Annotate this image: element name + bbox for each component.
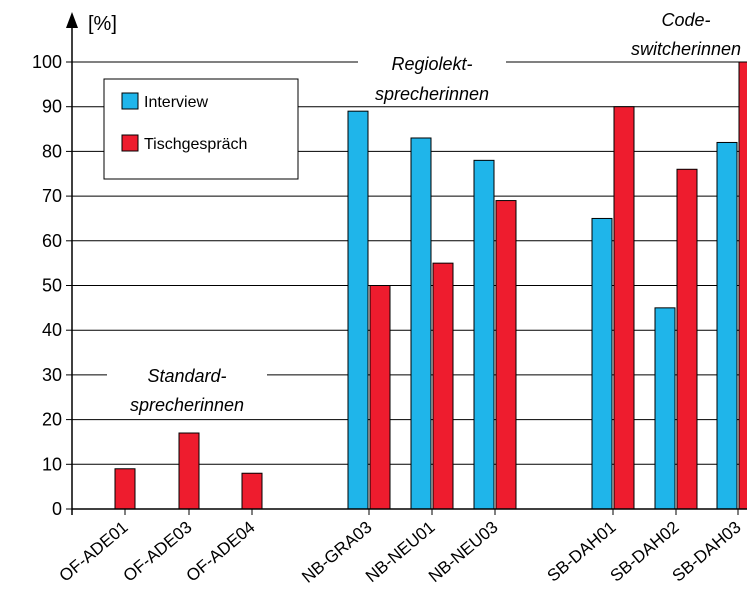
- bar-tischgesprch-NB-GRA03: [369, 285, 391, 510]
- group-label-line2: sprecherinnen: [130, 395, 244, 415]
- bar-interview-SB-DAH02: [654, 307, 676, 510]
- y-tick-label: 10: [42, 454, 62, 474]
- group-label-bg: [107, 362, 267, 416]
- y-tick-label: 60: [42, 231, 62, 251]
- y-tick-label: 40: [42, 320, 62, 340]
- legend-swatch-tischgespraech: [121, 134, 139, 152]
- x-tick-label: SB-DAH01: [544, 518, 620, 586]
- group-label-line1: Regiolekt-: [391, 54, 472, 74]
- y-tick-label: 0: [52, 499, 62, 519]
- legend-label-tischgespraech: Tischgespräch: [144, 136, 247, 153]
- bar-tischgesprch-OF-ADE01: [114, 468, 136, 510]
- y-tick-label: 80: [42, 141, 62, 161]
- y-tick-label: 30: [42, 365, 62, 385]
- group-label-bg: [358, 50, 506, 104]
- bar-tischgesprch-OF-ADE03: [178, 432, 200, 510]
- x-tick-label: OF-ADE03: [120, 518, 196, 586]
- bar-interview-NB-NEU01: [410, 137, 432, 510]
- x-tick-label: NB-GRA03: [298, 518, 375, 587]
- legend-label-interview: Interview: [144, 94, 208, 111]
- legend-swatch-interview: [121, 92, 139, 110]
- legend: Interview Tischgespräch: [103, 78, 299, 180]
- bar-tischgesprch-SB-DAH01: [613, 106, 635, 510]
- group-label-line1: Standard-: [147, 366, 226, 386]
- y-tick-label: 20: [42, 410, 62, 430]
- bar-tischgesprch-NB-NEU01: [432, 262, 454, 510]
- y-tick-label: 50: [42, 276, 62, 296]
- bar-interview-NB-NEU03: [473, 159, 495, 510]
- y-tick-label: 100: [32, 52, 62, 72]
- bar-tischgesprch-SB-DAH02: [676, 168, 698, 510]
- group-labels: Standard-sprecherinnen Regiolekt-sprecher…: [107, 6, 745, 416]
- x-tick-label: NB-NEU03: [425, 518, 502, 587]
- x-tick-label: OF-ADE04: [183, 518, 259, 586]
- bar-interview-SB-DAH03: [716, 141, 738, 510]
- x-tick-label: OF-ADE01: [56, 518, 132, 586]
- bar-tischgesprch-NB-NEU03: [495, 200, 517, 510]
- y-tick-label: 70: [42, 186, 62, 206]
- group-label-bg: [627, 6, 745, 60]
- group-label-line2: switcherinnen: [631, 39, 741, 59]
- bar-tischgesprch-SB-DAH03: [738, 61, 747, 510]
- y-axis-arrow: [66, 12, 78, 28]
- group-label-line1: Code-: [661, 10, 710, 30]
- bar-interview-NB-GRA03: [347, 110, 369, 510]
- x-tick-label: NB-NEU01: [362, 518, 439, 587]
- group-label-line2: sprecherinnen: [375, 84, 489, 104]
- bars: [114, 61, 747, 510]
- y-tick-label: 90: [42, 97, 62, 117]
- y-axis-unit: [%]: [88, 13, 117, 35]
- bar-interview-SB-DAH01: [591, 217, 613, 510]
- bar-tischgesprch-OF-ADE04: [241, 472, 263, 510]
- x-tick-label: SB-DAH03: [669, 518, 745, 586]
